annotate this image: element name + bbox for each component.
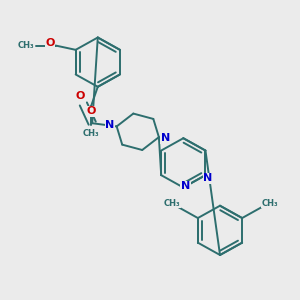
Text: N: N [105,120,115,130]
Text: CH₃: CH₃ [17,41,34,50]
Text: CH₃: CH₃ [83,129,99,138]
Text: O: O [75,92,85,101]
Text: N: N [203,173,212,183]
Text: N: N [181,182,190,191]
Text: O: O [86,106,96,116]
Text: CH₃: CH₃ [164,199,181,208]
Text: O: O [45,38,55,48]
Text: CH₃: CH₃ [262,199,278,208]
Text: N: N [161,133,170,143]
